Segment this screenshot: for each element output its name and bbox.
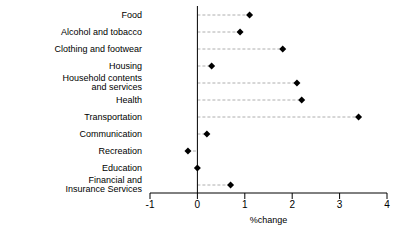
svg-text:1: 1: [242, 199, 248, 210]
svg-text:%change: %change: [250, 215, 288, 225]
svg-text:3: 3: [337, 199, 343, 210]
svg-text:-1: -1: [146, 199, 155, 210]
svg-text:Education: Education: [102, 163, 142, 173]
svg-text:Health: Health: [116, 95, 142, 105]
svg-text:Communication: Communication: [79, 129, 142, 139]
svg-text:Food: Food: [121, 10, 142, 20]
svg-text:Household contentsand services: Household contentsand services: [62, 73, 142, 92]
svg-text:0: 0: [195, 199, 201, 210]
svg-text:4: 4: [384, 199, 389, 210]
svg-text:2: 2: [289, 199, 295, 210]
svg-text:Transportation: Transportation: [84, 112, 142, 122]
svg-text:Alcohol and tobacco: Alcohol and tobacco: [61, 27, 142, 37]
svg-text:Financial andInsurance Service: Financial andInsurance Services: [65, 175, 142, 194]
svg-text:Housing: Housing: [109, 61, 142, 71]
svg-text:Clothing and footwear: Clothing and footwear: [54, 44, 142, 54]
svg-text:Recreation: Recreation: [98, 146, 142, 156]
